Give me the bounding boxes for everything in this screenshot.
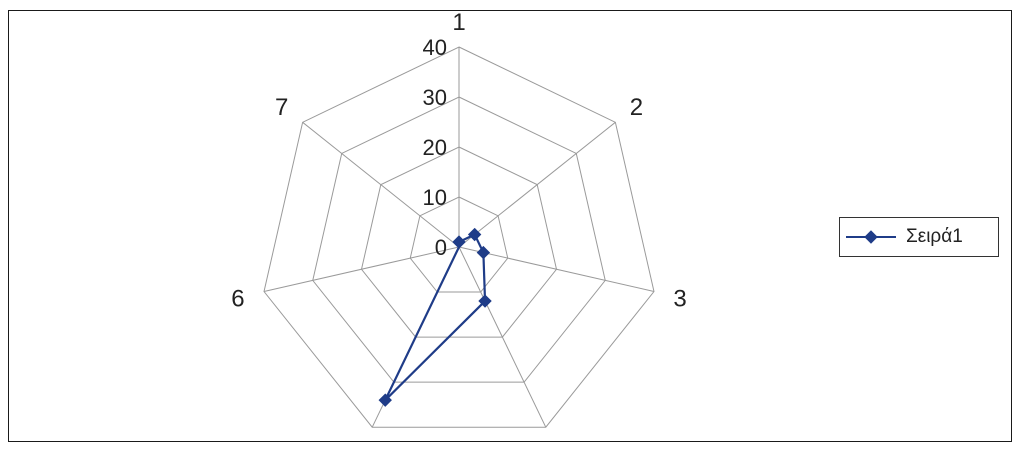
category-label-1: 1 — [452, 11, 465, 36]
data-point-2 — [467, 227, 482, 242]
data-point-3 — [476, 245, 491, 260]
category-label-3: 3 — [673, 285, 686, 312]
r-tick-label: 10 — [423, 185, 447, 210]
r-tick-label: 40 — [423, 35, 447, 60]
radar-grid — [263, 46, 655, 428]
chart-area: 0 10 20 30 40 1 2 3 4 5 6 7 Σειρά1 — [8, 10, 1012, 442]
grid-ring-30 — [312, 96, 606, 383]
category-labels: 1 2 3 4 5 6 7 — [231, 11, 686, 442]
legend-swatch — [846, 230, 896, 244]
category-label-7: 7 — [275, 94, 288, 121]
category-label-6: 6 — [231, 285, 244, 312]
data-point-4 — [478, 294, 492, 308]
spoke-2 — [458, 121, 616, 248]
radar-plot: 0 10 20 30 40 1 2 3 4 5 6 7 — [231, 11, 686, 442]
series-layer — [378, 227, 492, 407]
legend-label-series-1: Σειρά1 — [906, 226, 963, 247]
spoke-3 — [458, 246, 655, 292]
grid-ring-10 — [409, 196, 509, 293]
data-point-1 — [452, 235, 466, 249]
legend: Σειρά1 — [839, 217, 999, 257]
spoke-4 — [458, 246, 547, 428]
category-label-5: 5 — [354, 439, 367, 442]
grid-ring-40 — [263, 46, 655, 428]
spoke-7 — [302, 121, 460, 248]
category-label-4: 4 — [551, 439, 564, 442]
spoke-6 — [263, 246, 460, 292]
r-tick-label: 30 — [423, 85, 447, 110]
r-tick-label: 20 — [423, 135, 447, 160]
data-point-5 — [378, 393, 392, 407]
category-label-2: 2 — [630, 94, 643, 121]
r-tick-label: 0 — [435, 235, 447, 260]
grid-ring-20 — [360, 146, 558, 338]
radial-tick-labels: 0 10 20 30 40 — [423, 35, 447, 260]
